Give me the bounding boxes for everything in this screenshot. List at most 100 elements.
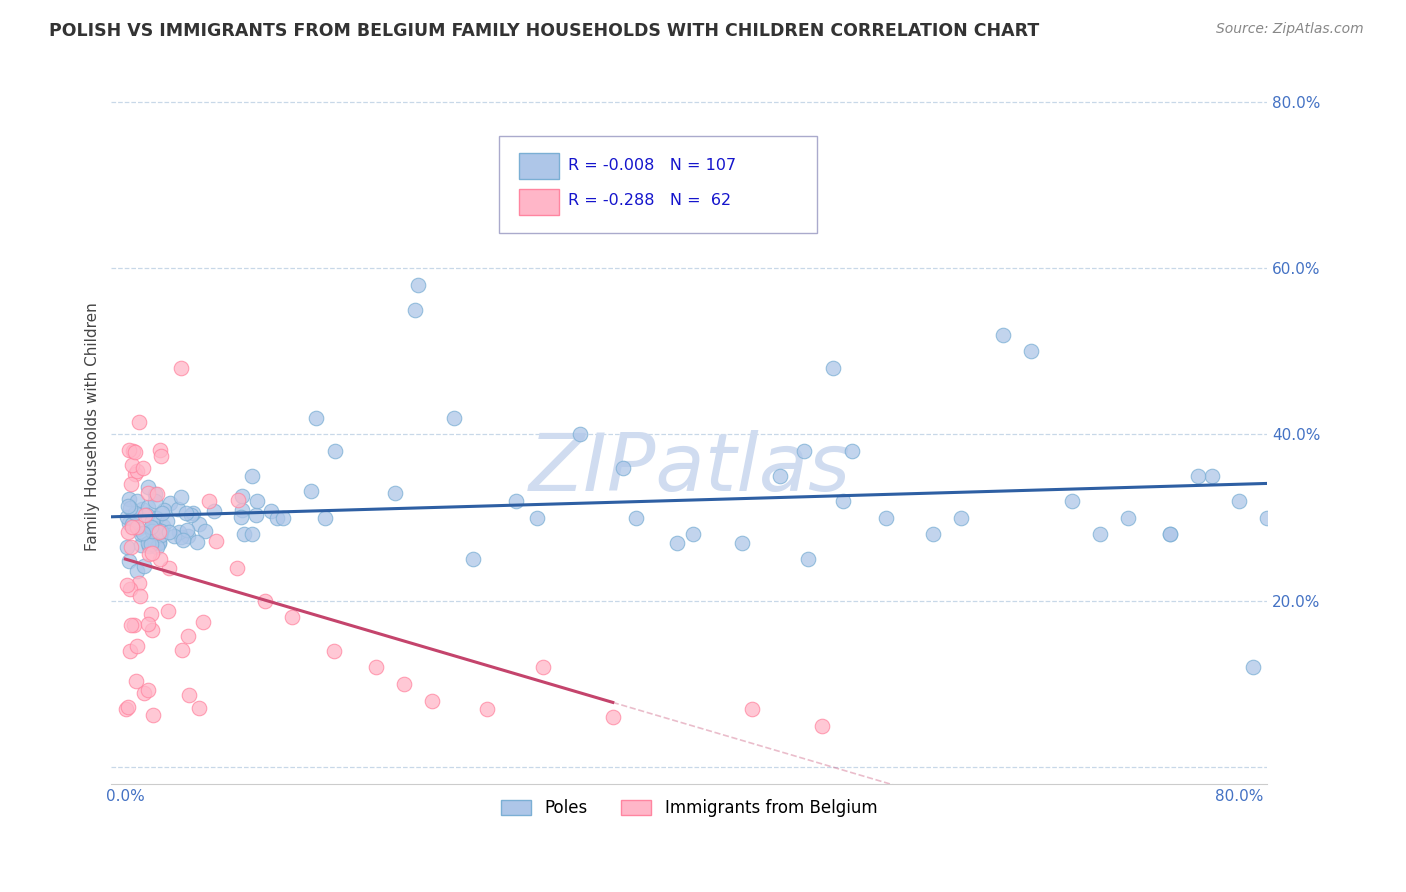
- Point: [323, 643, 346, 657]
- Point: [124, 467, 146, 482]
- Point: [127, 522, 149, 536]
- Point: [153, 503, 176, 517]
- Point: [134, 508, 156, 522]
- Point: [420, 693, 443, 707]
- Point: [131, 502, 153, 516]
- Point: [612, 460, 634, 475]
- Point: [172, 533, 194, 547]
- Point: [231, 503, 253, 517]
- Point: [170, 360, 193, 375]
- Point: [129, 527, 152, 541]
- Point: [138, 547, 160, 561]
- Point: [1159, 527, 1181, 541]
- Point: [821, 360, 844, 375]
- Point: [810, 718, 832, 732]
- Point: [187, 701, 209, 715]
- Point: [769, 469, 792, 483]
- Point: [129, 589, 152, 603]
- Point: [132, 461, 155, 475]
- Point: [731, 535, 754, 549]
- Point: [299, 484, 322, 499]
- Point: [129, 539, 152, 553]
- Point: [117, 524, 139, 539]
- Point: [118, 492, 141, 507]
- Point: [991, 327, 1014, 342]
- Point: [232, 527, 254, 541]
- Point: [246, 494, 269, 508]
- Point: [128, 576, 150, 591]
- Point: [142, 522, 165, 536]
- Point: [125, 673, 148, 688]
- Point: [477, 702, 499, 716]
- Point: [157, 525, 180, 540]
- Point: [176, 523, 198, 537]
- Point: [461, 552, 484, 566]
- Point: [1187, 469, 1209, 483]
- Point: [177, 529, 200, 543]
- Point: [170, 531, 193, 545]
- Point: [146, 540, 169, 554]
- Point: [531, 660, 554, 674]
- FancyBboxPatch shape: [519, 189, 558, 215]
- Point: [166, 502, 188, 516]
- Point: [141, 514, 163, 528]
- Point: [443, 410, 465, 425]
- Point: [136, 682, 159, 697]
- Point: [245, 508, 267, 523]
- Point: [231, 489, 253, 503]
- Point: [124, 445, 146, 459]
- Point: [118, 554, 141, 568]
- Point: [226, 493, 249, 508]
- Point: [115, 540, 138, 554]
- Point: [148, 524, 170, 539]
- Point: [139, 607, 162, 622]
- Point: [115, 578, 138, 592]
- Point: [624, 510, 647, 524]
- Point: [526, 510, 548, 524]
- Point: [159, 496, 181, 510]
- Point: [832, 494, 855, 508]
- Point: [194, 524, 217, 538]
- Point: [120, 476, 142, 491]
- Point: [225, 560, 247, 574]
- Point: [188, 516, 211, 531]
- Point: [1201, 469, 1223, 483]
- Point: [163, 529, 186, 543]
- Point: [922, 527, 945, 541]
- Text: POLISH VS IMMIGRANTS FROM BELGIUM FAMILY HOUSEHOLDS WITH CHILDREN CORRELATION CH: POLISH VS IMMIGRANTS FROM BELGIUM FAMILY…: [49, 22, 1039, 40]
- Point: [136, 617, 159, 632]
- Point: [122, 444, 145, 458]
- Point: [141, 623, 163, 637]
- Point: [314, 510, 336, 524]
- Point: [170, 490, 193, 504]
- Point: [125, 639, 148, 653]
- Point: [136, 536, 159, 550]
- Point: [145, 486, 167, 500]
- Point: [117, 700, 139, 714]
- Point: [364, 660, 387, 674]
- Point: [384, 485, 406, 500]
- Point: [150, 528, 173, 542]
- Point: [136, 500, 159, 515]
- Point: [121, 520, 143, 534]
- Point: [404, 302, 426, 317]
- Point: [281, 610, 304, 624]
- Point: [682, 527, 704, 541]
- Point: [120, 617, 142, 632]
- Point: [229, 509, 252, 524]
- Point: [135, 508, 157, 522]
- Point: [115, 510, 138, 524]
- Point: [127, 464, 149, 478]
- Point: [152, 519, 174, 533]
- Point: [193, 615, 215, 629]
- Point: [124, 506, 146, 520]
- Point: [141, 519, 163, 533]
- Point: [143, 493, 166, 508]
- Point: [793, 444, 815, 458]
- Point: [142, 707, 165, 722]
- Point: [120, 540, 142, 554]
- Point: [120, 582, 142, 596]
- Point: [1062, 494, 1084, 508]
- Point: [1090, 527, 1112, 541]
- Point: [145, 511, 167, 525]
